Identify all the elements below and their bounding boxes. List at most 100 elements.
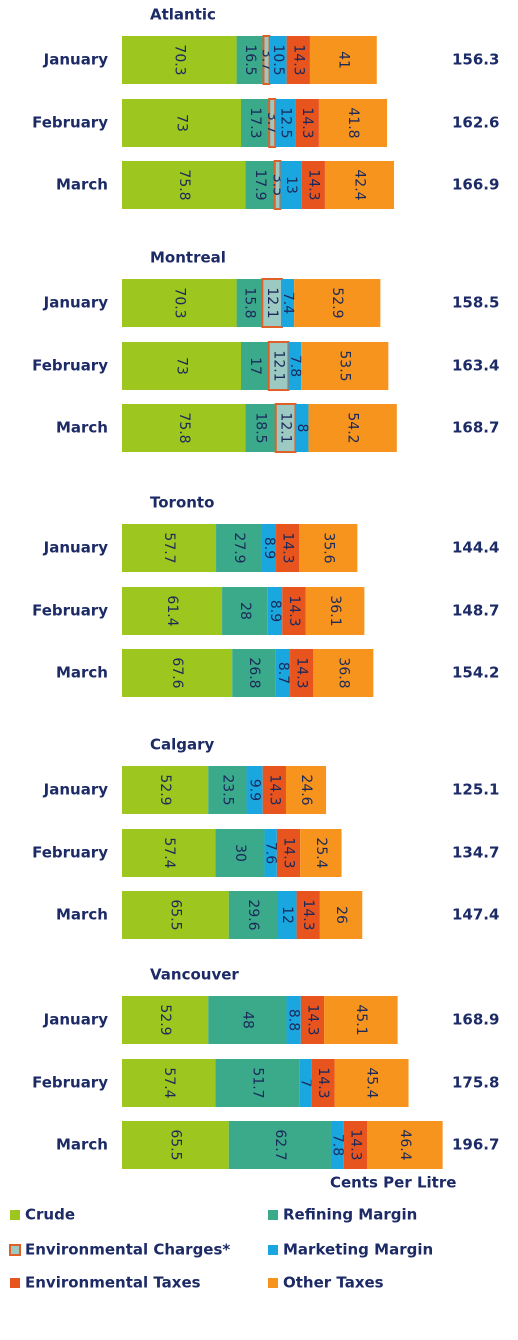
total-label: 144.4: [452, 539, 499, 557]
value-label: 14.3: [286, 595, 302, 626]
group-title: Toronto: [150, 494, 214, 512]
category-label: March: [56, 1136, 108, 1154]
bar-segment: [288, 342, 302, 390]
value-label: 28: [237, 602, 253, 620]
bar-segment: [305, 587, 365, 635]
total-label: 196.7: [452, 1136, 499, 1154]
bar-segment: [122, 99, 241, 147]
bar-segment: [275, 649, 291, 697]
category-label: March: [56, 906, 108, 924]
value-label: 17: [247, 357, 263, 375]
bar-segment: [236, 279, 263, 327]
total-label: 168.7: [452, 419, 499, 437]
value-label: 35.6: [320, 532, 336, 563]
bar-segment: [261, 278, 284, 328]
bar-segment: [324, 161, 395, 209]
bar-segment: [311, 1059, 335, 1107]
bar-segment: [269, 36, 287, 84]
category-label: January: [43, 781, 109, 799]
total-label: 168.9: [452, 1011, 499, 1029]
value-label: 70.3: [171, 287, 187, 318]
value-label: 14.3: [299, 107, 315, 138]
value-label: 14.3: [305, 169, 321, 200]
bar-segment: [285, 766, 327, 814]
bar-segment: [313, 649, 374, 697]
value-label: 14.3: [280, 532, 296, 563]
legend-swatch: [10, 1210, 20, 1220]
value-label: 24.6: [298, 774, 314, 805]
bar-segment: [308, 404, 397, 452]
total-label: 134.7: [452, 844, 499, 862]
value-label: 26: [333, 906, 349, 924]
bar-segment: [246, 766, 263, 814]
bar-segment: [208, 766, 247, 814]
value-label: 8.8: [286, 1009, 302, 1031]
bar-segment: [264, 829, 277, 877]
bar-segment: [299, 524, 358, 572]
value-label: 36.8: [335, 657, 351, 688]
value-label: 7: [298, 1079, 314, 1088]
category-label: February: [32, 844, 108, 862]
value-label: 65.5: [167, 1129, 183, 1160]
legend-label: Crude: [25, 1206, 75, 1224]
value-label: 16.5: [242, 44, 258, 75]
bar-segment: [295, 404, 309, 452]
bar-segment: [122, 649, 233, 697]
bar-segment: [276, 524, 300, 572]
value-label: 45.1: [353, 1004, 369, 1035]
bar-segment: [324, 996, 398, 1044]
value-label: 14.3: [290, 44, 306, 75]
value-label: 52.9: [157, 774, 173, 805]
bar-segment: [222, 587, 268, 635]
value-label: 12: [279, 906, 295, 924]
value-label: 14.3: [315, 1067, 331, 1098]
category-label: March: [56, 419, 108, 437]
value-label: 15.8: [241, 287, 257, 318]
bar-segment: [122, 36, 237, 84]
value-label: 7.8: [287, 355, 303, 377]
legend-swatch: [10, 1278, 20, 1288]
bar-segment: [240, 342, 269, 390]
total-label: 148.7: [452, 602, 499, 620]
value-label: 27.9: [231, 532, 247, 563]
value-label: 29.6: [245, 899, 261, 930]
total-label: 154.2: [452, 664, 499, 682]
bar-segment: [301, 161, 325, 209]
bar-segment: [294, 279, 381, 327]
bar-segment: [366, 1121, 443, 1169]
bar-segment: [300, 829, 342, 877]
bar-segment: [276, 829, 301, 877]
total-label: 147.4: [452, 906, 499, 924]
bar-segment: [122, 996, 209, 1044]
category-label: February: [32, 1074, 108, 1092]
bar-segment: [215, 829, 265, 877]
bar-segment: [216, 524, 262, 572]
bar-segment: [299, 1059, 312, 1107]
value-label: 12.5: [277, 107, 293, 138]
bar-segment: [300, 996, 325, 1044]
value-label: 23.5: [219, 774, 235, 805]
bar-segment: [122, 404, 246, 452]
value-label: 75.8: [176, 169, 192, 200]
value-label: 8.7: [275, 662, 291, 684]
bar-segment: [319, 891, 363, 939]
bar-segment: [334, 1059, 409, 1107]
legend-swatch: [268, 1245, 278, 1255]
bar-segment: [122, 342, 241, 390]
value-label: 73: [173, 357, 189, 375]
value-label: 70.3: [171, 44, 187, 75]
legend-swatch: [268, 1210, 278, 1220]
bar-segment: [122, 161, 246, 209]
category-label: January: [43, 539, 109, 557]
category-label: February: [32, 357, 108, 375]
category-label: March: [56, 664, 108, 682]
group-title: Vancouver: [150, 966, 239, 984]
value-label: 46.4: [397, 1129, 413, 1160]
bar-segment: [245, 404, 276, 452]
value-label: 7.8: [329, 1134, 345, 1156]
bar-segment: [280, 161, 302, 209]
group-title: Calgary: [150, 736, 215, 754]
bar-segment: [122, 587, 223, 635]
value-label: 45.4: [364, 1067, 380, 1098]
